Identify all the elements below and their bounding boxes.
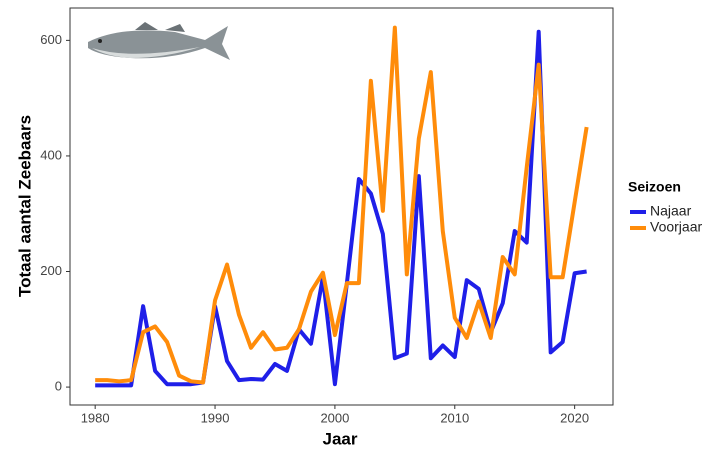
y-tick-label: 0 [55,379,62,394]
x-tick-label: 1990 [201,410,230,425]
x-tick-label: 2010 [440,410,469,425]
y-tick-label: 600 [40,32,62,47]
chart: Jaar Totaal aantal Zeebaars Seizoen 0 200… [0,0,724,454]
x-tick-label: 2020 [560,410,589,425]
legend-label: Voorjaar [650,219,702,235]
x-axis-label: Jaar [323,429,358,448]
y-tick-label: 400 [40,147,62,162]
legend-label: Najaar [650,203,692,219]
y-tick-label: 200 [40,263,62,278]
x-tick-label: 2000 [320,410,349,425]
legend-title: Seizoen [628,179,681,195]
x-tick-label: 1980 [81,410,110,425]
y-axis-label: Totaal aantal Zeebaars [15,115,34,297]
